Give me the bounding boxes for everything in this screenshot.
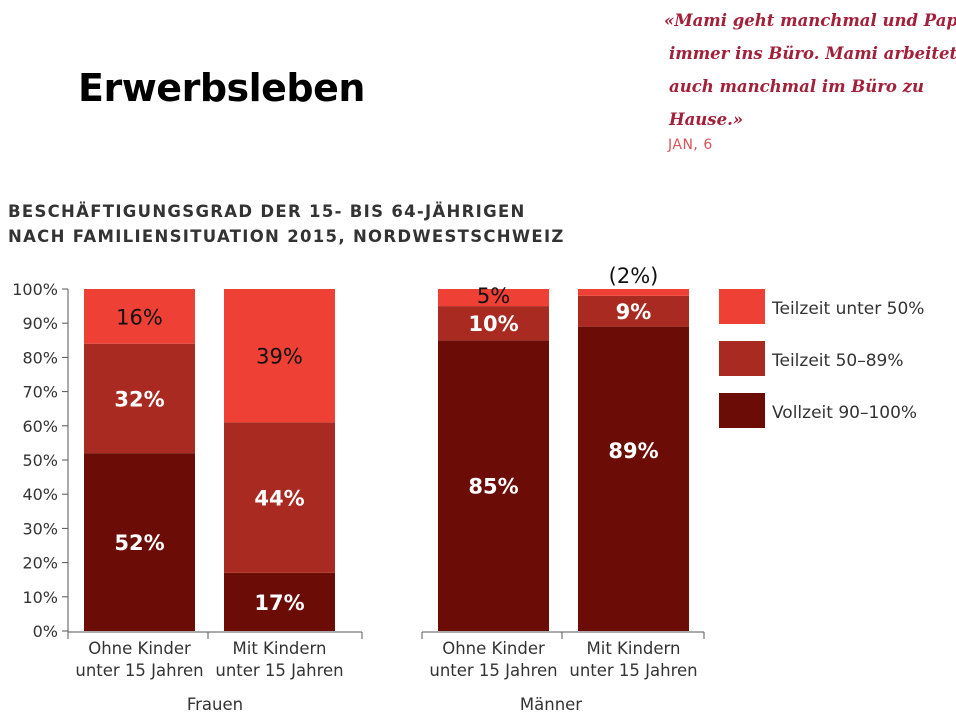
- quote-line: auch manchmal im Büro zu: [669, 77, 925, 96]
- x-category-label: Ohne Kinder: [88, 639, 191, 658]
- x-category-label: Ohne Kinder: [442, 639, 545, 658]
- legend-swatch: [719, 289, 765, 324]
- y-tick-label: 30%: [22, 519, 58, 538]
- y-tick-label: 10%: [22, 588, 58, 607]
- y-tick-label: 100%: [12, 280, 58, 299]
- y-tick-label: 90%: [22, 314, 58, 333]
- data-label: 44%: [254, 487, 304, 511]
- bar-segment: [84, 453, 195, 631]
- x-category-label: unter 15 Jahren: [215, 661, 343, 680]
- legend-label: Teilzeit unter 50%: [771, 299, 924, 319]
- data-label: 89%: [608, 439, 658, 463]
- legend-label: Teilzeit 50–89%: [771, 351, 904, 371]
- bar-segment: [578, 326, 689, 631]
- x-category-label: Mit Kindern: [587, 639, 681, 658]
- x-category-label: unter 15 Jahren: [429, 661, 557, 680]
- x-category-label: Mit Kindern: [233, 639, 327, 658]
- y-tick-label: 20%: [22, 554, 58, 573]
- data-label: 9%: [616, 300, 652, 324]
- data-label: 16%: [116, 305, 163, 329]
- x-category-label: unter 15 Jahren: [569, 661, 697, 680]
- quote-author: JAN, 6: [668, 137, 713, 153]
- quote-line: «Mami geht manchmal und Papi: [664, 11, 956, 30]
- bar-segment: [578, 289, 689, 296]
- data-label: 39%: [256, 345, 303, 369]
- bar-segment: [438, 306, 549, 341]
- data-label: 32%: [114, 387, 164, 411]
- y-tick-label: 80%: [22, 348, 58, 367]
- data-label: 52%: [114, 531, 164, 555]
- y-tick-label: 50%: [22, 451, 58, 470]
- chart-title-line: NACH FAMILIENSITUATION 2015, NORDWESTSCH…: [8, 227, 565, 246]
- bar-segment: [84, 343, 195, 454]
- bar-segment: [224, 289, 335, 423]
- legend-swatch: [719, 341, 765, 376]
- x-group-label: Männer: [520, 695, 582, 714]
- quote-line: Hause.»: [669, 110, 744, 129]
- y-tick-label: 0%: [33, 622, 58, 641]
- bar-segment: [224, 422, 335, 573]
- page-title: Erwerbsleben: [78, 66, 365, 110]
- y-tick-label: 40%: [22, 485, 58, 504]
- bar-segment: [578, 295, 689, 327]
- bar-segment: [438, 340, 549, 631]
- data-label: 5%: [477, 284, 510, 308]
- y-tick-label: 60%: [22, 417, 58, 436]
- bar-segment: [224, 572, 335, 631]
- bar-segment: [84, 289, 195, 344]
- y-tick-label: 70%: [22, 383, 58, 402]
- x-group-label: Frauen: [187, 695, 243, 714]
- chart-title-line: BESCHÄFTIGUNGSGRAD DER 15- BIS 64-JÄHRIG…: [8, 202, 526, 221]
- legend-swatch: [719, 393, 765, 428]
- data-label: 17%: [254, 591, 304, 615]
- data-label: 10%: [468, 312, 518, 336]
- quote-line: immer ins Büro. Mami arbeitet: [669, 44, 956, 63]
- chart-title: BESCHÄFTIGUNGSGRAD DER 15- BIS 64-JÄHRIG…: [8, 199, 565, 249]
- x-category-label: unter 15 Jahren: [75, 661, 203, 680]
- data-label: 85%: [468, 475, 518, 499]
- bar-segment: [438, 289, 549, 307]
- quote: «Mami geht manchmal und Papi immer ins B…: [664, 4, 956, 136]
- data-label: (2%): [609, 264, 659, 288]
- legend-label: Vollzeit 90–100%: [772, 403, 917, 423]
